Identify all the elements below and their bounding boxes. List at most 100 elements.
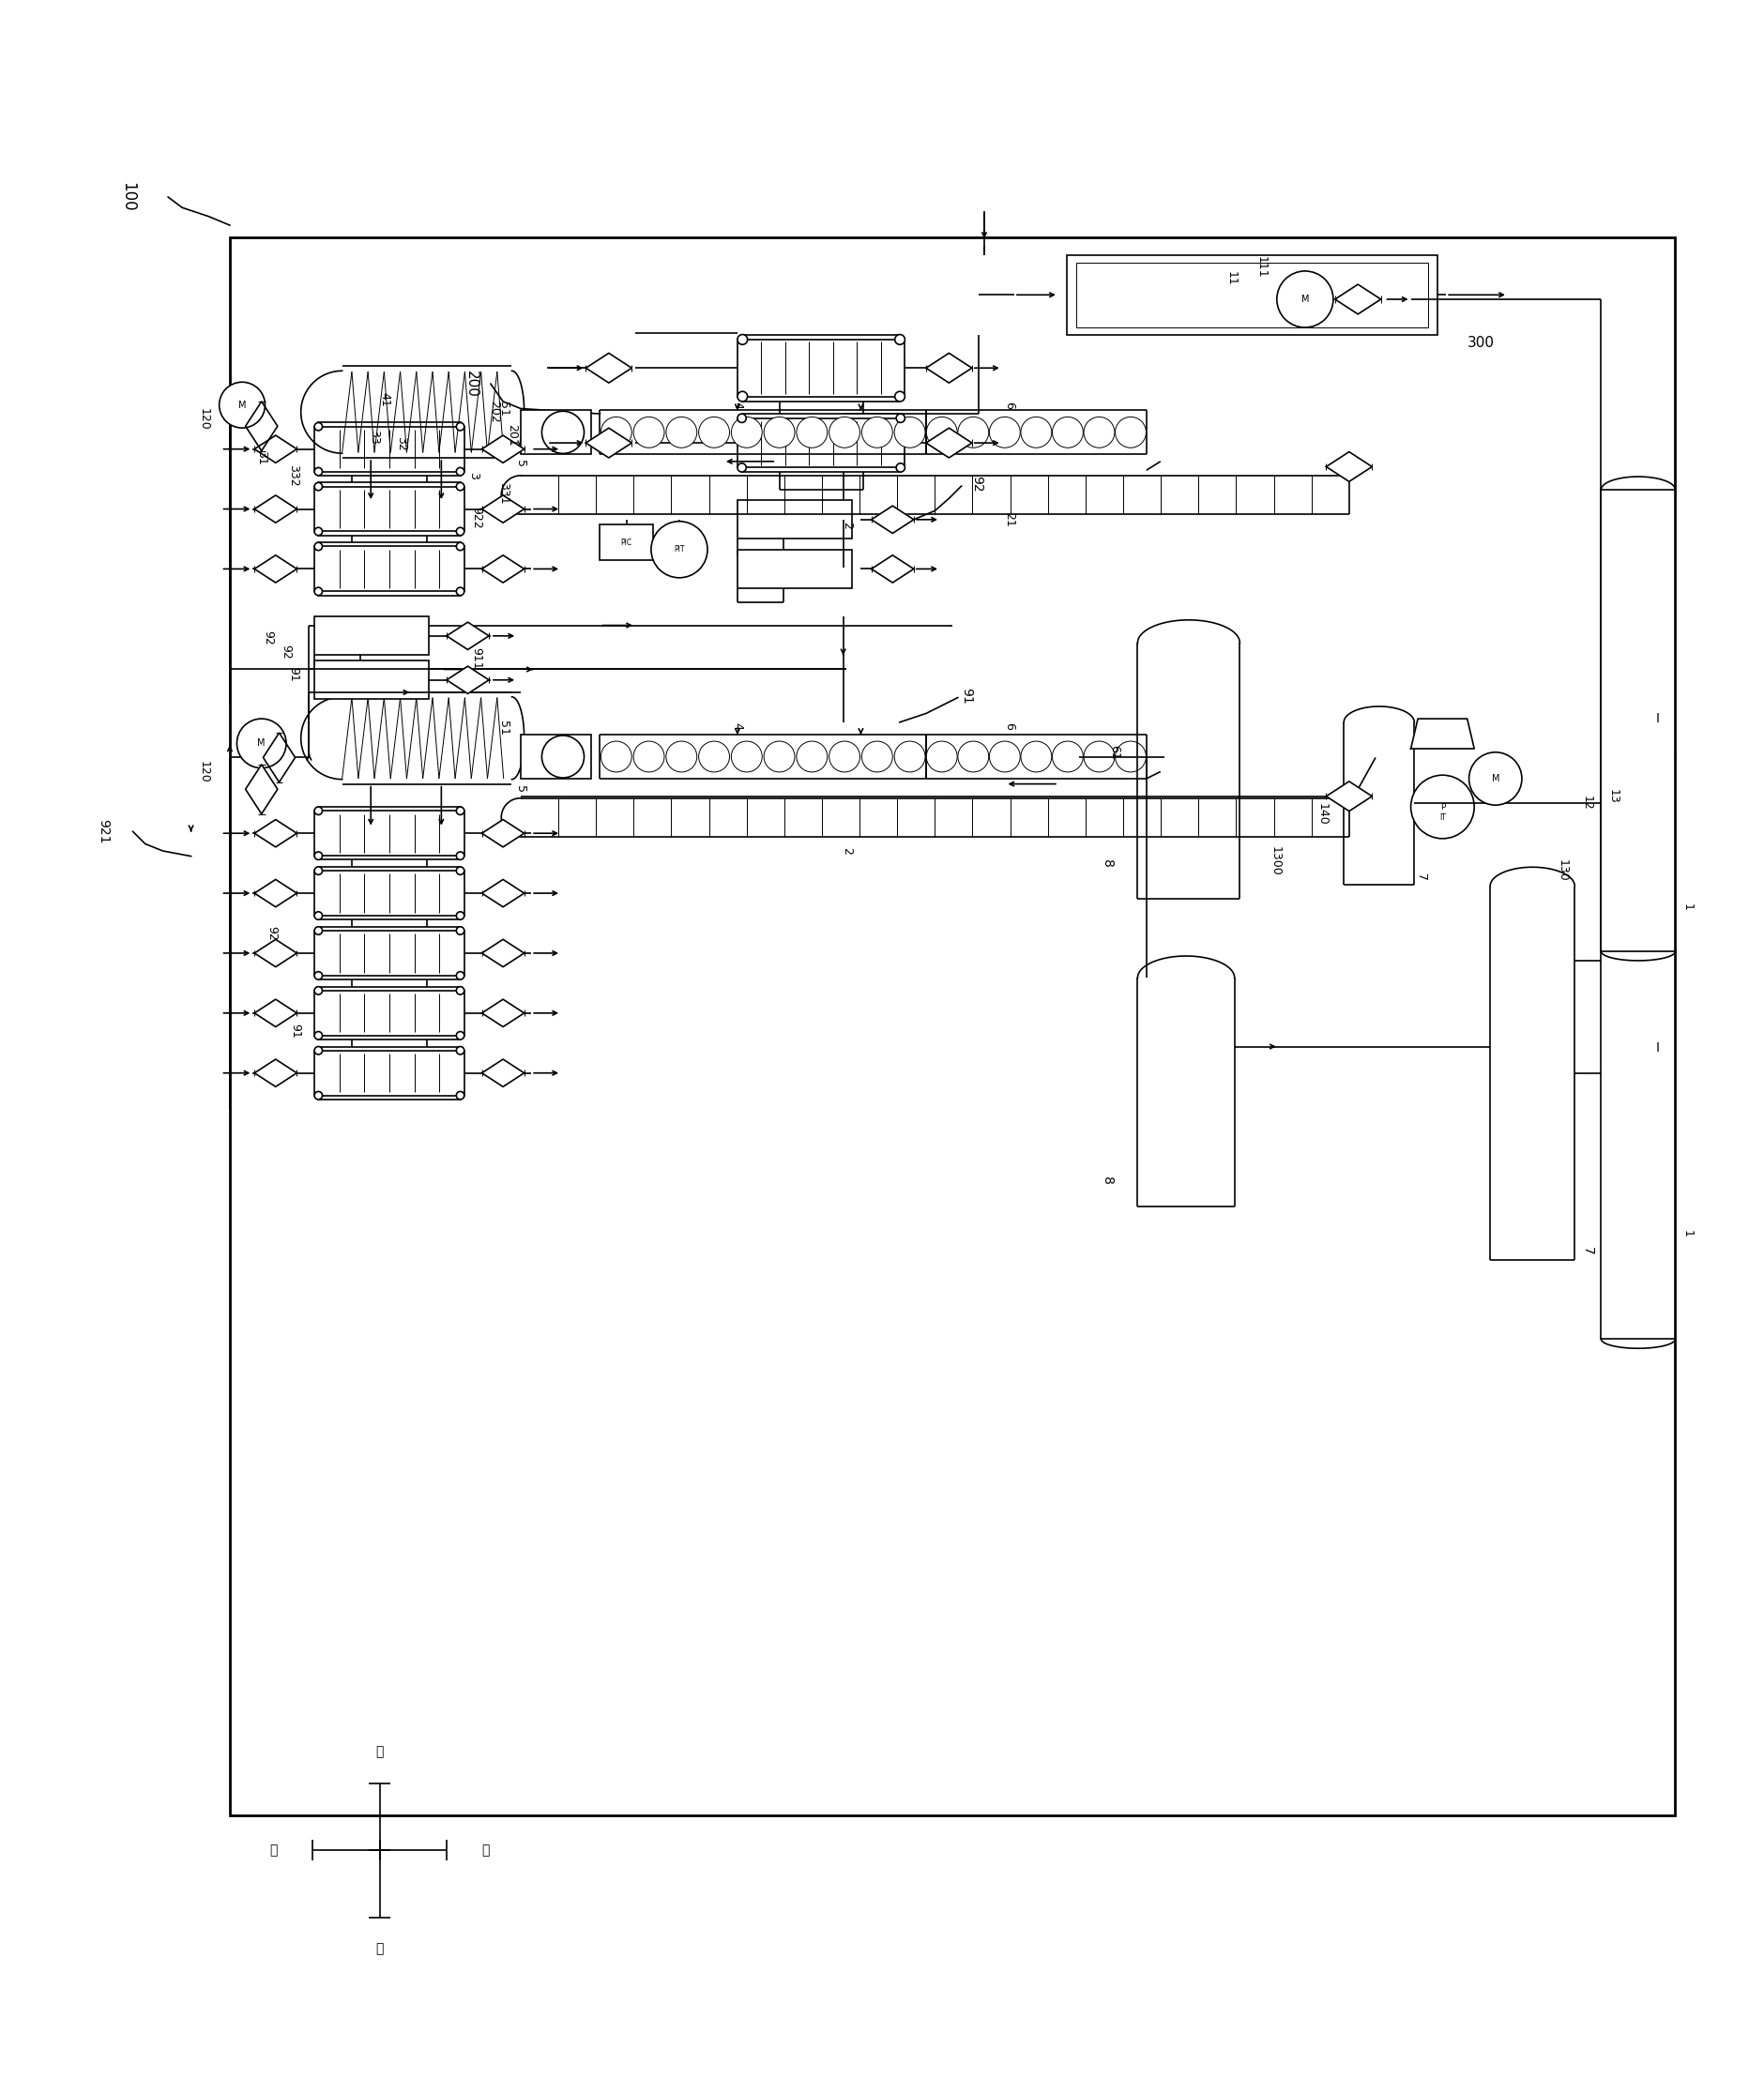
Text: 331: 331 xyxy=(497,482,510,505)
Circle shape xyxy=(457,422,464,430)
Text: 91: 91 xyxy=(960,688,974,705)
Bar xyxy=(318,482,460,536)
Text: 21: 21 xyxy=(1002,511,1014,526)
Circle shape xyxy=(797,742,827,771)
Circle shape xyxy=(1411,775,1475,838)
Circle shape xyxy=(457,852,464,861)
Bar xyxy=(520,410,591,455)
Circle shape xyxy=(457,588,464,595)
Bar xyxy=(318,422,460,476)
Bar xyxy=(314,547,464,590)
Circle shape xyxy=(314,588,323,595)
Circle shape xyxy=(797,418,827,447)
Text: 140: 140 xyxy=(1316,802,1328,825)
Circle shape xyxy=(732,742,762,771)
Polygon shape xyxy=(926,353,972,383)
Circle shape xyxy=(764,742,796,771)
Bar xyxy=(737,339,905,397)
Circle shape xyxy=(1277,270,1334,328)
Text: 1300: 1300 xyxy=(1268,846,1281,877)
Bar xyxy=(318,867,460,919)
Bar xyxy=(1076,262,1429,328)
Bar xyxy=(1602,757,1676,1339)
Circle shape xyxy=(314,1046,323,1054)
Polygon shape xyxy=(245,765,277,813)
Polygon shape xyxy=(482,940,524,967)
Text: 8: 8 xyxy=(1101,1177,1115,1185)
Circle shape xyxy=(314,852,323,861)
Circle shape xyxy=(894,418,924,447)
Polygon shape xyxy=(871,505,914,534)
Text: 4: 4 xyxy=(732,721,744,730)
Bar xyxy=(737,501,852,538)
Circle shape xyxy=(314,988,323,994)
Circle shape xyxy=(699,418,730,447)
Circle shape xyxy=(1469,753,1522,805)
Bar xyxy=(520,734,591,780)
Polygon shape xyxy=(254,495,296,522)
Circle shape xyxy=(457,927,464,936)
Text: 91: 91 xyxy=(288,667,300,682)
Circle shape xyxy=(651,522,707,578)
Text: 92: 92 xyxy=(280,644,293,659)
Bar xyxy=(1067,256,1438,335)
Polygon shape xyxy=(254,879,296,906)
Text: 61: 61 xyxy=(1108,744,1120,759)
Circle shape xyxy=(737,335,748,345)
Circle shape xyxy=(314,913,323,919)
Text: 100: 100 xyxy=(120,183,136,212)
Circle shape xyxy=(667,742,697,771)
Text: 11: 11 xyxy=(1224,270,1237,285)
Circle shape xyxy=(737,464,746,472)
Polygon shape xyxy=(482,879,524,906)
Bar xyxy=(314,426,464,472)
Bar xyxy=(314,661,429,699)
Polygon shape xyxy=(926,428,972,457)
Polygon shape xyxy=(482,495,524,522)
Text: 120: 120 xyxy=(198,407,210,430)
Text: 92: 92 xyxy=(266,927,279,942)
Circle shape xyxy=(863,418,893,447)
Polygon shape xyxy=(482,435,524,464)
Polygon shape xyxy=(245,401,277,451)
Circle shape xyxy=(314,927,323,936)
Bar xyxy=(314,931,464,975)
Text: 1: 1 xyxy=(1681,904,1693,911)
Text: 332: 332 xyxy=(288,464,300,486)
Circle shape xyxy=(457,867,464,875)
Circle shape xyxy=(219,383,265,428)
Circle shape xyxy=(457,1091,464,1100)
Polygon shape xyxy=(482,1000,524,1027)
Polygon shape xyxy=(1327,451,1372,482)
Circle shape xyxy=(314,482,323,491)
Bar xyxy=(314,811,464,857)
Text: 201: 201 xyxy=(506,424,519,447)
Text: 5: 5 xyxy=(515,459,527,468)
Text: 7: 7 xyxy=(1581,1247,1593,1256)
Circle shape xyxy=(894,335,905,345)
Circle shape xyxy=(829,418,861,447)
Circle shape xyxy=(1021,418,1051,447)
Circle shape xyxy=(314,807,323,815)
Bar xyxy=(318,988,460,1040)
Bar xyxy=(600,524,653,559)
Circle shape xyxy=(1053,418,1083,447)
Polygon shape xyxy=(254,940,296,967)
Circle shape xyxy=(764,418,796,447)
Circle shape xyxy=(990,418,1020,447)
Circle shape xyxy=(314,422,323,430)
Polygon shape xyxy=(586,428,632,457)
Polygon shape xyxy=(254,555,296,582)
Polygon shape xyxy=(254,1000,296,1027)
Circle shape xyxy=(457,543,464,551)
Polygon shape xyxy=(586,353,632,383)
Bar xyxy=(318,927,460,979)
Bar xyxy=(737,418,905,468)
Text: 南: 南 xyxy=(376,1942,383,1956)
Circle shape xyxy=(699,742,730,771)
Circle shape xyxy=(990,742,1020,771)
Text: 31: 31 xyxy=(256,451,268,466)
Bar xyxy=(318,543,460,595)
Circle shape xyxy=(542,736,584,778)
Polygon shape xyxy=(446,665,489,694)
